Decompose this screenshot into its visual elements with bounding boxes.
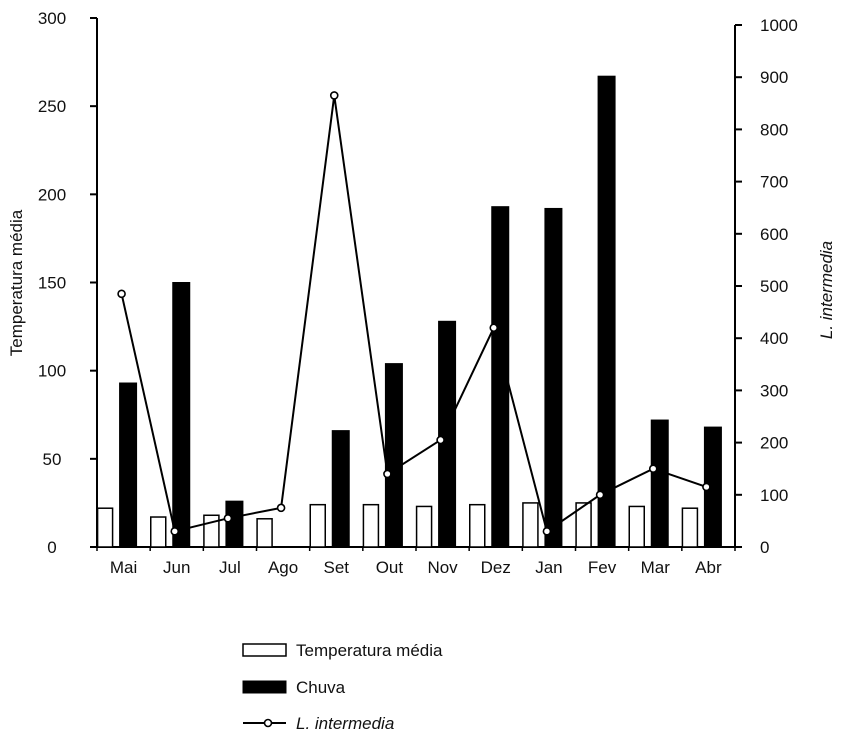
temperature-bar bbox=[362, 503, 380, 548]
temperature-bar bbox=[309, 503, 326, 548]
y2-tick-label: 300 bbox=[760, 381, 788, 400]
y2-tick-label: 400 bbox=[760, 329, 788, 348]
x-tick-label: Dez bbox=[481, 558, 511, 577]
y2-tick-label: 800 bbox=[760, 120, 788, 139]
x-tick-label: Jul bbox=[219, 558, 241, 577]
temperature-bar bbox=[522, 502, 539, 548]
y-tick-label: 100 bbox=[38, 362, 66, 381]
rain-bar bbox=[384, 363, 403, 548]
y2-tick-label: 600 bbox=[760, 225, 788, 244]
l-intermedia-point bbox=[702, 482, 711, 492]
x-tick-label: Jan bbox=[535, 558, 562, 577]
rain-bar bbox=[544, 207, 563, 548]
legend-label-l-intermedia: L. intermedia bbox=[296, 714, 394, 733]
y2-tick-label: 500 bbox=[760, 277, 788, 296]
y-tick-label: 150 bbox=[38, 274, 66, 293]
x-tick-label: Out bbox=[376, 558, 404, 577]
y-tick-label: 250 bbox=[38, 97, 66, 116]
y2-axis-title: L. intermedia bbox=[817, 241, 836, 339]
legend-label-rain: Chuva bbox=[296, 678, 346, 697]
l-intermedia-point bbox=[276, 503, 286, 513]
y2-tick-label: 1000 bbox=[760, 16, 798, 35]
l-intermedia-point bbox=[383, 469, 392, 479]
l-intermedia-point bbox=[436, 435, 445, 445]
x-tick-label: Abr bbox=[695, 558, 722, 577]
legend-swatch-marker bbox=[263, 718, 273, 728]
rain-bar bbox=[650, 419, 669, 548]
y-axis-title: Temperatura média bbox=[7, 209, 26, 356]
y-tick-label: 0 bbox=[47, 538, 56, 557]
rain-bar bbox=[225, 500, 244, 548]
l-intermedia-point bbox=[542, 527, 552, 536]
x-tick-label: Set bbox=[323, 558, 349, 577]
tick-labels: 0 50 100 150 200 250 300 0 100 200 300 400 500 600 700… bbox=[38, 9, 798, 577]
temperature-bar bbox=[256, 518, 273, 548]
x-tick-label: Mai bbox=[110, 558, 137, 577]
temperature-bar bbox=[628, 505, 645, 548]
l-intermedia-point bbox=[117, 289, 126, 299]
y2-tick-label: 100 bbox=[760, 486, 788, 505]
temperature-bar bbox=[415, 505, 433, 548]
y2-tick-label: 200 bbox=[760, 434, 788, 453]
x-tick-label: Fev bbox=[588, 558, 617, 577]
l-intermedia-point bbox=[489, 323, 499, 333]
l-intermedia-point bbox=[329, 91, 339, 100]
temperature-bar bbox=[150, 516, 167, 548]
x-tick-label: Nov bbox=[427, 558, 458, 577]
temperature-bar bbox=[203, 514, 220, 548]
temperature-bar bbox=[681, 507, 699, 548]
l-intermedia-point bbox=[170, 527, 180, 536]
y-tick-label: 300 bbox=[38, 9, 66, 28]
l-intermedia-line bbox=[120, 95, 707, 533]
x-tick-label: Ago bbox=[268, 558, 298, 577]
y-tick-label: 200 bbox=[38, 185, 66, 204]
rain-bar bbox=[438, 320, 457, 548]
legend-label-temperature: Temperatura média bbox=[296, 641, 443, 660]
y-tick-label: 50 bbox=[43, 450, 62, 469]
l-intermedia-point bbox=[595, 490, 605, 500]
x-tick-label: Mar bbox=[641, 558, 671, 577]
line-series bbox=[117, 91, 711, 536]
l-intermedia-point bbox=[648, 464, 658, 474]
y2-tick-label: 700 bbox=[760, 173, 788, 192]
l-intermedia-point bbox=[223, 513, 233, 523]
bars bbox=[96, 75, 722, 548]
x-tick-label: Jun bbox=[163, 558, 190, 577]
rain-bar bbox=[119, 382, 138, 548]
rain-bar bbox=[491, 206, 510, 548]
temperature-bar bbox=[469, 503, 486, 548]
rain-bar bbox=[172, 282, 191, 548]
temperature-bar bbox=[96, 507, 114, 548]
legend: Temperatura média Chuva L. intermedia bbox=[242, 641, 443, 733]
temperature-bar bbox=[575, 502, 592, 548]
y2-tick-label: 900 bbox=[760, 68, 788, 87]
y2-tick-label: 0 bbox=[760, 538, 769, 557]
legend-swatch-rain bbox=[242, 680, 287, 694]
rain-bar bbox=[331, 430, 350, 548]
rain-bar bbox=[597, 75, 616, 548]
legend-swatch-temperature bbox=[242, 643, 287, 657]
